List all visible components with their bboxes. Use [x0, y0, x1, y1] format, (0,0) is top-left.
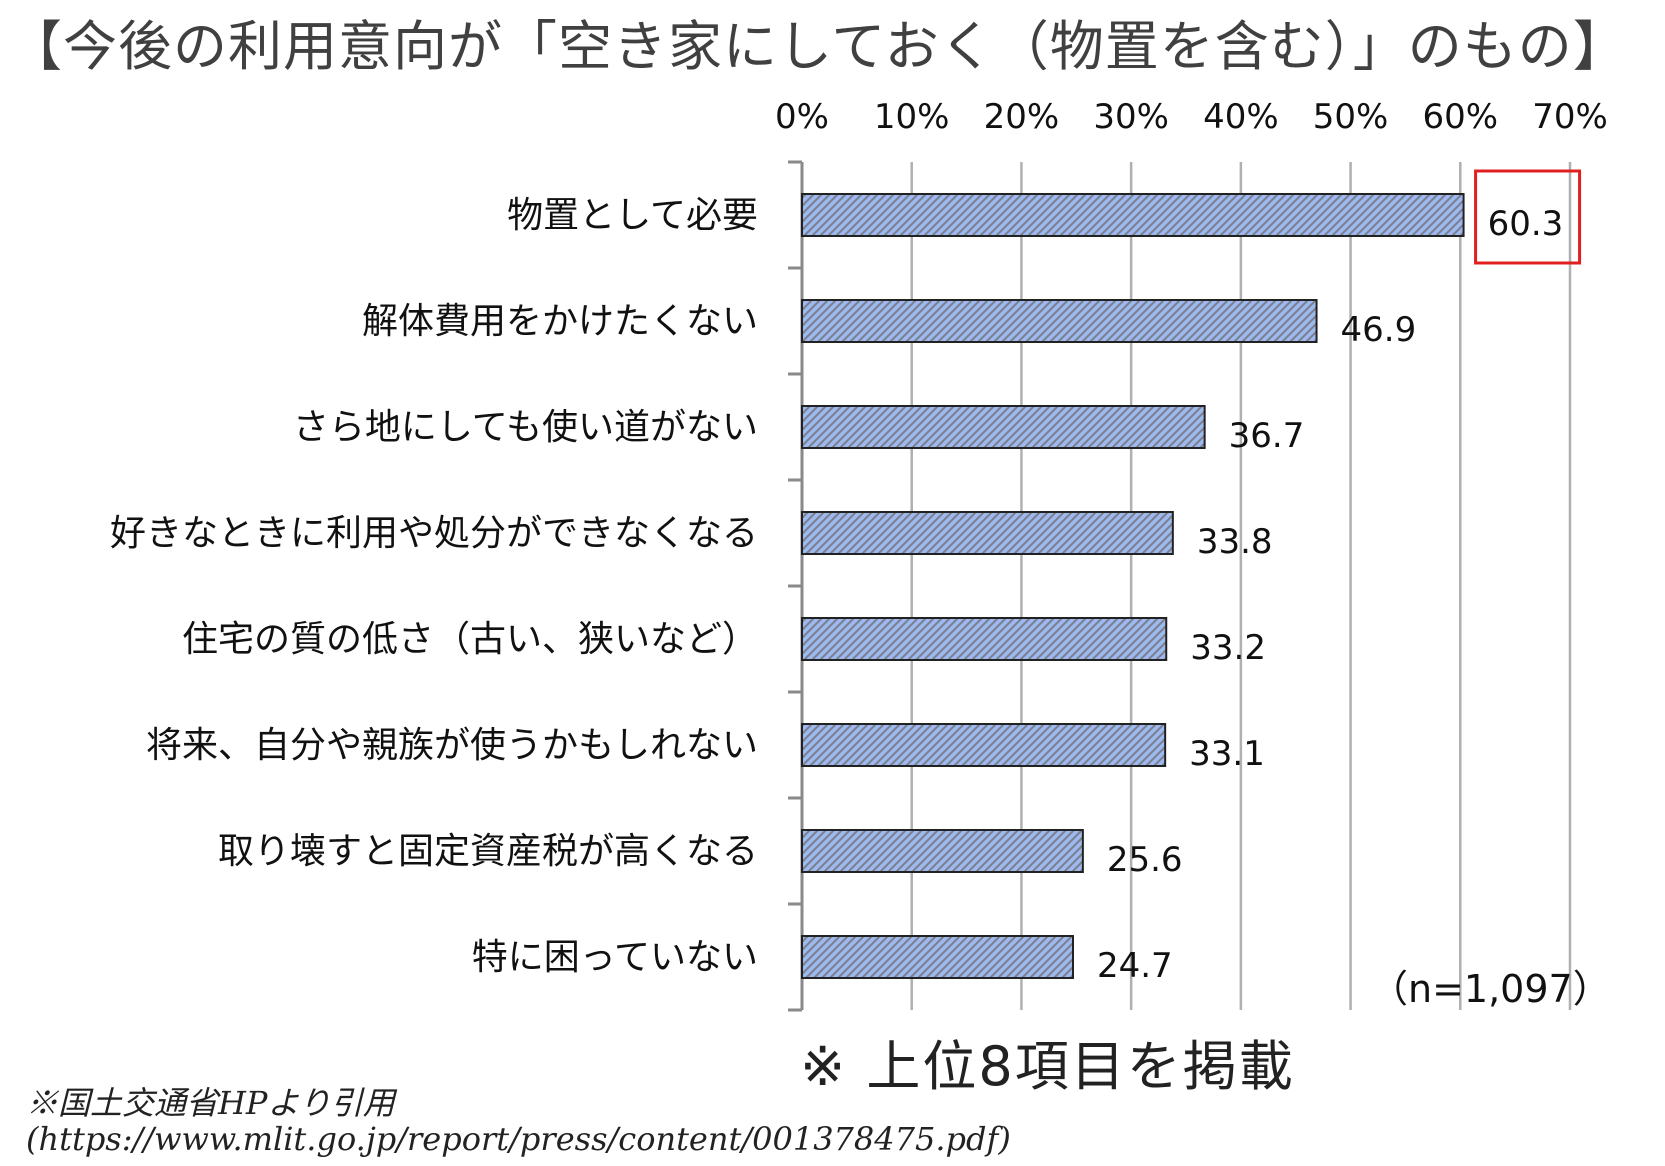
value-label: 33.8	[1197, 522, 1273, 562]
x-tick-label: 10%	[874, 97, 950, 137]
value-label: 60.3	[1488, 204, 1564, 244]
x-tick-label: 20%	[984, 97, 1060, 137]
category-label: さら地にしても使い道がない	[293, 407, 758, 448]
value-label: 25.6	[1107, 840, 1183, 880]
x-tick-label: 50%	[1313, 97, 1389, 137]
value-labels: 60.3 46.9 36.7 33.8 33.2 33.1 25.6 24.7	[1097, 169, 1582, 986]
category-label: 解体費用をかけたくない	[362, 301, 758, 342]
x-tick-label: 0%	[775, 97, 829, 137]
value-label: 24.7	[1097, 946, 1173, 986]
category-label: 将来、自分や親族が使うかもしれない	[146, 725, 758, 766]
bar	[801, 405, 1206, 449]
category-label: 特に困っていない	[472, 937, 758, 978]
chart-title: 【今後の利用意向が「空き家にしておく（物置を含む）」のもの】	[8, 15, 1628, 78]
category-label: 住宅の質の低さ（古い、狭いなど）	[182, 619, 758, 660]
x-tick-label: 70%	[1532, 97, 1608, 137]
bar	[801, 935, 1074, 979]
sample-size-note: （n=1,097）	[1370, 967, 1611, 1011]
value-label: 36.7	[1229, 416, 1305, 456]
bar	[801, 829, 1084, 873]
gridlines	[788, 160, 1572, 1012]
bar	[801, 723, 1167, 767]
category-labels: 物置として必要解体費用をかけたくないさら地にしても使い道がない好きなときに利用や…	[110, 195, 758, 978]
category-label: 物置として必要	[507, 195, 758, 236]
bar	[801, 617, 1168, 661]
bar	[801, 193, 1465, 237]
bars	[801, 193, 1465, 979]
x-tick-label: 30%	[1093, 97, 1169, 137]
highlight-box	[1474, 169, 1582, 265]
x-tick-label: 40%	[1203, 97, 1279, 137]
footnote: ※ 上位8項目を掲載	[800, 1035, 1295, 1098]
bar	[801, 511, 1174, 555]
x-axis-ticks: 0% 10% 20% 30% 40% 50% 60% 70%	[775, 97, 1608, 137]
bar	[801, 299, 1318, 343]
category-label: 好きなときに利用や処分ができなくなる	[110, 513, 758, 554]
source-url: (https://www.mlit.go.jp/report/press/con…	[26, 1120, 1011, 1158]
value-label: 46.9	[1341, 310, 1417, 350]
value-label: 33.2	[1190, 628, 1266, 668]
category-label: 取り壊すと固定資産税が高くなる	[218, 831, 758, 872]
value-label: 33.1	[1189, 734, 1265, 774]
x-tick-label: 60%	[1422, 97, 1498, 137]
source-note: ※国土交通省HPより引用	[26, 1084, 395, 1122]
